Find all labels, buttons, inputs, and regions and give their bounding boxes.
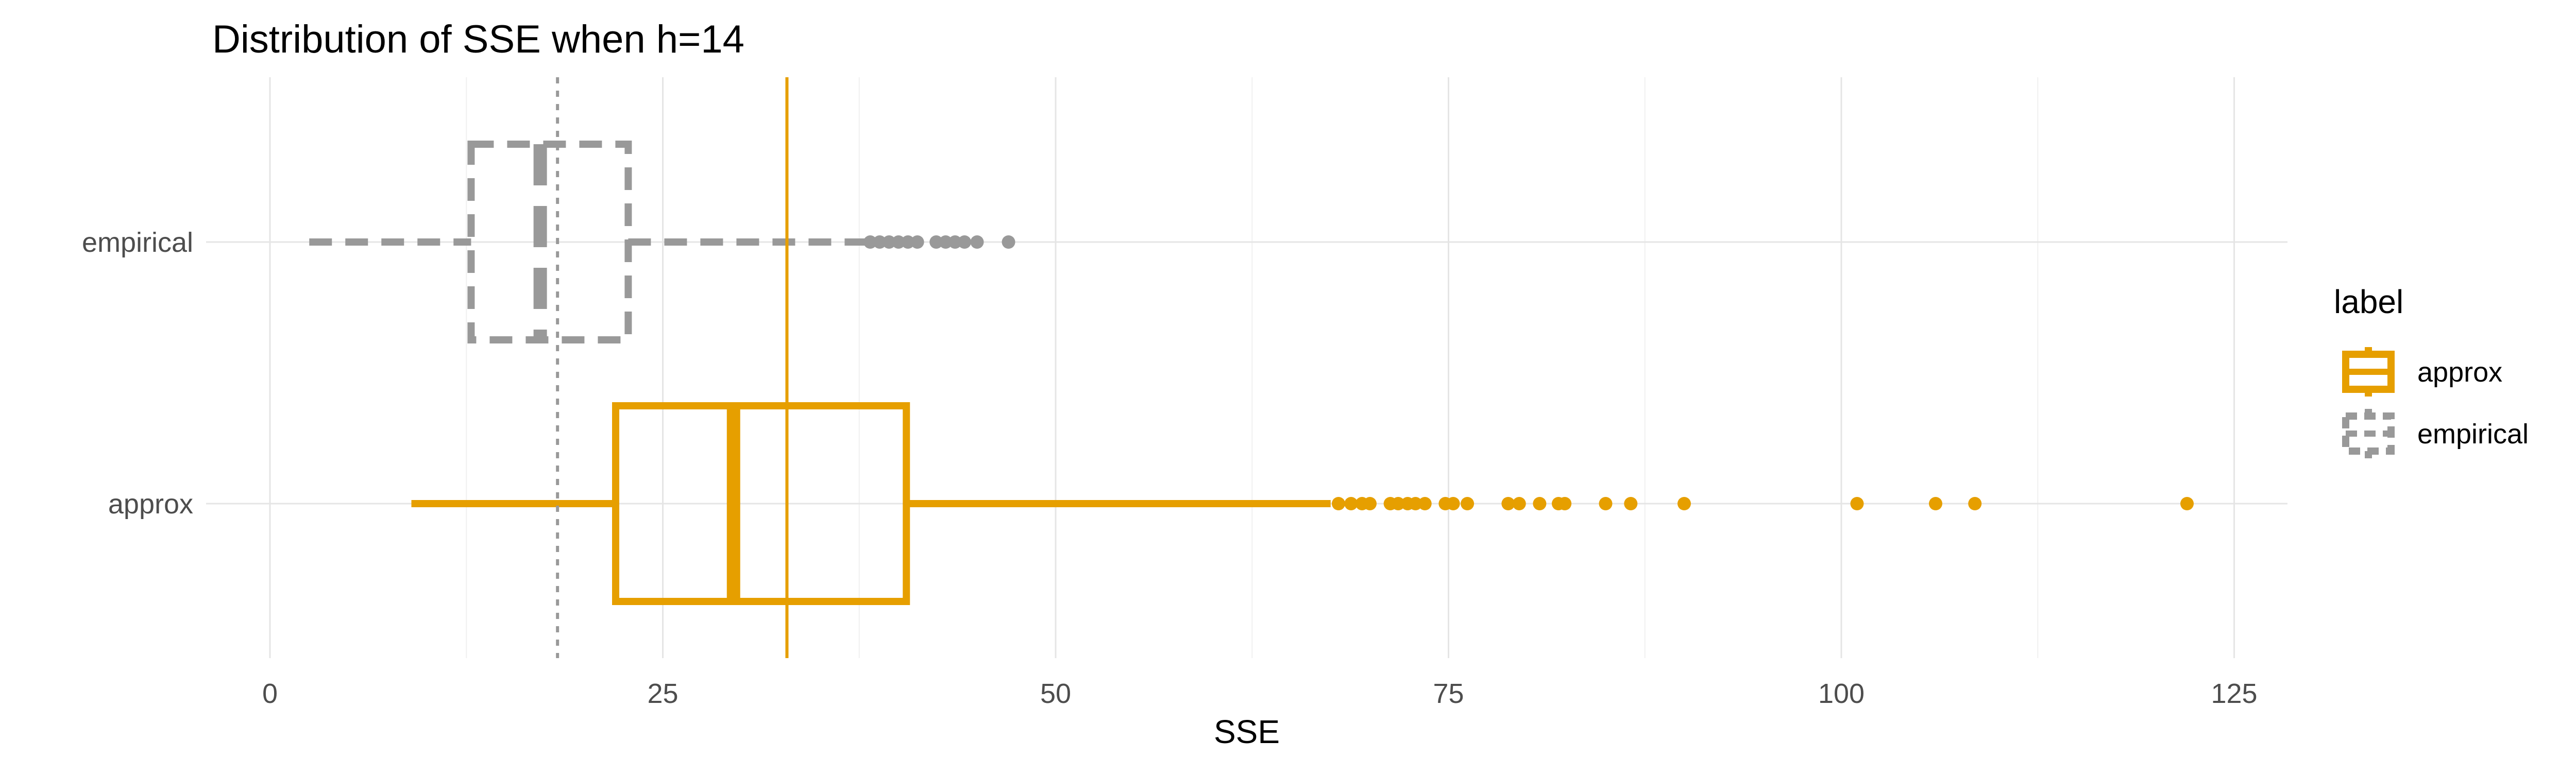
x-tick-label: 0 (262, 678, 278, 709)
outlier-point-approx (1363, 497, 1377, 510)
y-tick-label-approx: approx (108, 489, 193, 520)
boxplot-empirical (309, 141, 1015, 343)
outlier-point-empirical (882, 235, 896, 249)
y-tick-label-empirical: empirical (82, 227, 193, 258)
reference-lines (556, 77, 789, 658)
outlier-point-approx (1344, 497, 1358, 510)
chart-title: Distribution of SSE when h=14 (212, 18, 744, 61)
outlier-point-approx (1512, 497, 1526, 510)
outlier-point-empirical (948, 235, 962, 249)
boxplots (309, 141, 2194, 605)
box-approx (612, 402, 910, 605)
legend-label-empirical: empirical (2417, 419, 2529, 450)
legend-label-approx: approx (2417, 357, 2502, 388)
x-tick-label: 75 (1433, 678, 1464, 709)
axes: 0 25 50 75 100 125 empirical approx (82, 227, 2258, 709)
outlier-point-empirical (873, 235, 887, 249)
outlier-point-empirical (929, 235, 943, 249)
outlier-point-approx (1624, 497, 1638, 510)
x-tick-label: 50 (1040, 678, 1071, 709)
outlier-point-approx (1409, 497, 1422, 510)
outlier-point-approx (1332, 497, 1345, 510)
legend: label approx empirical (2334, 283, 2529, 458)
outlier-point-approx (1850, 497, 1864, 510)
outlier-point-empirical (910, 235, 924, 249)
outlier-point-empirical (863, 235, 877, 249)
legend-title: label (2334, 283, 2403, 320)
outlier-point-empirical (892, 235, 905, 249)
box-empirical (467, 141, 632, 343)
outlier-point-empirical (970, 235, 984, 249)
outlier-point-empirical (958, 235, 972, 249)
outlier-point-approx (1533, 497, 1547, 510)
outlier-point-approx (1446, 497, 1460, 510)
outlier-point-empirical (1002, 235, 1015, 249)
outlier-point-approx (1929, 497, 1942, 510)
boxplot-approx (411, 402, 2194, 605)
legend-entry-approx: approx (2342, 347, 2502, 397)
x-tick-label: 25 (647, 678, 678, 709)
outlier-point-approx (1968, 497, 1982, 510)
outlier-point-approx (1558, 497, 1572, 510)
x-tick-label: 100 (1818, 678, 1865, 709)
outlier-point-approx (1461, 497, 1475, 510)
grid-layer (206, 77, 2287, 658)
outlier-point-empirical (901, 235, 915, 249)
x-tick-label: 125 (2211, 678, 2257, 709)
outlier-point-empirical (939, 235, 953, 249)
outlier-point-approx (1599, 497, 1613, 510)
x-axis-title: SSE (1214, 713, 1280, 750)
outlier-point-approx (1418, 497, 1432, 510)
outlier-point-approx (1391, 497, 1405, 510)
outlier-point-approx (1677, 497, 1691, 510)
outlier-point-approx (2180, 497, 2194, 510)
legend-entry-empirical: empirical (2342, 409, 2529, 458)
outlier-point-approx (1501, 497, 1515, 510)
